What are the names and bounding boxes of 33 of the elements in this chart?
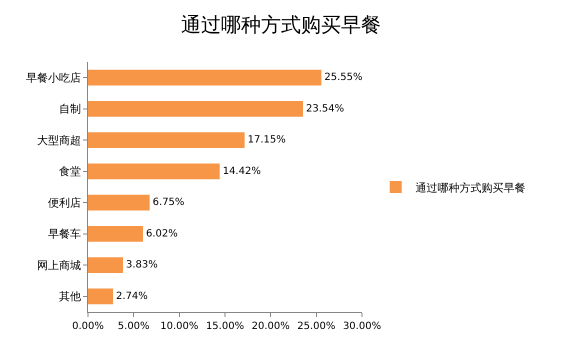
x-tick-label: 25.00%: [297, 321, 336, 332]
y-tick-label: 大型商超: [36, 134, 81, 147]
x-tick-label: 15.00%: [206, 321, 244, 332]
bar: [88, 194, 150, 210]
chart-title: 通过哪种方式购买早餐: [181, 12, 381, 36]
data-label: 6.75%: [152, 197, 184, 208]
y-tick-label: 早餐小吃店: [26, 71, 81, 84]
legend-label: 通过哪种方式购买早餐: [416, 181, 526, 194]
y-tick-label: 自制: [58, 102, 81, 116]
data-label: 2.74%: [116, 290, 148, 302]
y-tick-label: 网上商城: [36, 258, 81, 272]
y-tick-label: 便利店: [48, 196, 81, 210]
y-tick-label: 其他: [58, 290, 81, 304]
data-label: 23.54%: [306, 103, 344, 114]
y-tick-label: 早餐车: [48, 228, 81, 241]
x-tick-label: 30.00%: [342, 321, 382, 332]
x-tick-label: 20.00%: [252, 321, 290, 332]
bar: [88, 101, 303, 117]
bar: [88, 132, 245, 148]
data-label: 14.42%: [222, 166, 261, 177]
bar: [88, 288, 114, 304]
bar: [88, 70, 322, 86]
x-tick-label: 0.00%: [72, 321, 104, 332]
y-tick-label: 食堂: [58, 165, 81, 178]
data-label: 17.15%: [248, 134, 286, 146]
bar: [88, 164, 220, 180]
data-label: 25.55%: [324, 72, 362, 84]
data-label: 6.02%: [146, 228, 178, 240]
x-tick-label: 5.00%: [118, 321, 150, 332]
data-label: 3.83%: [126, 260, 158, 271]
x-tick-label: 10.00%: [160, 321, 198, 332]
bar: [88, 226, 143, 242]
bar: [88, 257, 123, 273]
